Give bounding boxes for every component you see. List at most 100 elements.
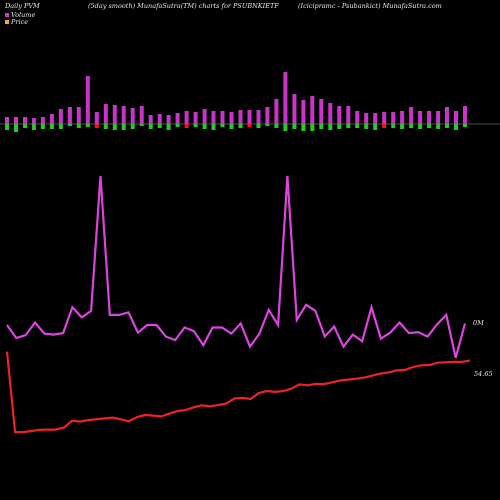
volume-bar	[157, 114, 162, 124]
volume-bar	[23, 117, 27, 124]
volume-bar	[121, 106, 126, 124]
volume-bar	[373, 113, 378, 124]
volume-bar	[130, 108, 135, 124]
direction-bar	[184, 124, 189, 128]
volume-bar	[238, 110, 243, 124]
volume-bar	[346, 106, 351, 124]
volume-bar	[301, 100, 306, 124]
legend-volume-swatch	[5, 13, 9, 17]
volume-bar	[256, 110, 261, 124]
direction-bar	[193, 124, 198, 127]
direction-bar	[400, 124, 405, 129]
direction-bar	[310, 124, 315, 131]
volume-bar	[355, 111, 360, 124]
direction-bar	[166, 124, 171, 130]
direction-bar	[355, 124, 360, 128]
volume-bar	[463, 106, 467, 124]
direction-bar	[337, 124, 342, 129]
direction-bar	[31, 124, 36, 130]
price-line	[5, 351, 471, 434]
volume-bar	[58, 109, 63, 124]
direction-bar	[85, 124, 90, 127]
volume-bar	[31, 118, 36, 124]
volume-bar	[67, 107, 72, 124]
volume-line-label: 0M	[473, 319, 484, 327]
volume-bar	[427, 111, 432, 124]
direction-bar	[292, 124, 297, 129]
header-left: Daily PVM	[4, 2, 40, 10]
direction-bar	[14, 124, 18, 132]
volume-bar	[400, 111, 405, 124]
direction-bar	[445, 124, 449, 128]
volume-bar	[76, 107, 81, 124]
volume-bar	[409, 107, 414, 124]
direction-bar	[346, 124, 351, 128]
volume-bar	[193, 112, 198, 124]
volume-bar	[328, 103, 333, 124]
legend-price-swatch	[5, 20, 9, 24]
direction-bar	[49, 124, 54, 129]
direction-bar	[247, 124, 252, 127]
direction-bar	[229, 124, 234, 129]
volume-bar	[265, 107, 270, 124]
direction-bar	[463, 124, 467, 127]
direction-bar	[40, 124, 45, 129]
direction-bar	[121, 124, 126, 130]
direction-bar	[256, 124, 261, 128]
volume-bar	[454, 111, 458, 124]
direction-bar	[265, 124, 270, 126]
direction-bar	[301, 124, 306, 131]
volume-bar	[166, 115, 171, 124]
volume-bar	[310, 96, 315, 124]
volume-bar	[148, 115, 153, 124]
direction-bar	[211, 124, 216, 130]
volume-bar	[418, 111, 423, 124]
direction-bar	[157, 124, 162, 128]
volume-bar	[445, 107, 449, 124]
volume-bar	[5, 117, 9, 124]
direction-bar	[58, 124, 63, 129]
volume-bar	[319, 99, 324, 124]
direction-bar	[220, 124, 225, 127]
direction-bar	[130, 124, 135, 129]
direction-bar	[23, 124, 27, 128]
direction-bar	[382, 124, 387, 128]
direction-bar	[5, 124, 9, 130]
header-title: (5day smooth) MunafaSutra(TM) charts for…	[88, 2, 279, 10]
volume-bar	[184, 111, 189, 124]
volume-bar	[202, 109, 207, 124]
volume-bar	[274, 99, 279, 124]
direction-bar	[391, 124, 396, 128]
volume-bar	[220, 111, 225, 124]
volume-bar	[364, 113, 369, 124]
direction-bar	[373, 124, 378, 130]
direction-bar	[274, 124, 279, 128]
direction-bar	[94, 124, 99, 128]
direction-bar	[328, 124, 333, 130]
volume-bar	[40, 117, 45, 124]
volume-bar	[14, 117, 18, 124]
direction-bar	[454, 124, 458, 130]
direction-bar	[418, 124, 423, 129]
direction-bar	[283, 124, 288, 131]
direction-bar	[175, 124, 180, 127]
direction-bar	[76, 124, 81, 128]
volume-line	[6, 176, 467, 359]
direction-bar	[112, 124, 117, 130]
direction-bar	[436, 124, 441, 129]
direction-bar	[103, 124, 108, 129]
volume-bar	[94, 112, 99, 124]
volume-bar	[382, 112, 387, 124]
volume-bar	[391, 112, 396, 124]
volume-bar	[247, 110, 252, 124]
direction-bar	[427, 124, 432, 128]
price-line-label: 54.65	[474, 370, 493, 378]
volume-bar	[112, 105, 117, 124]
volume-bar	[292, 94, 297, 124]
header-right: (Icicipramc - Psubankict) MunafaSutra.co…	[298, 2, 442, 10]
legend-volume-label: Volume	[11, 11, 35, 19]
direction-bar	[238, 124, 243, 128]
direction-bar	[409, 124, 414, 128]
